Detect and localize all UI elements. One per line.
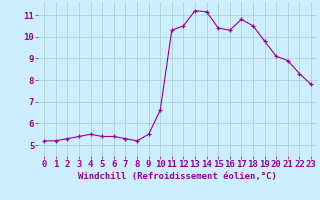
X-axis label: Windchill (Refroidissement éolien,°C): Windchill (Refroidissement éolien,°C) — [78, 172, 277, 181]
